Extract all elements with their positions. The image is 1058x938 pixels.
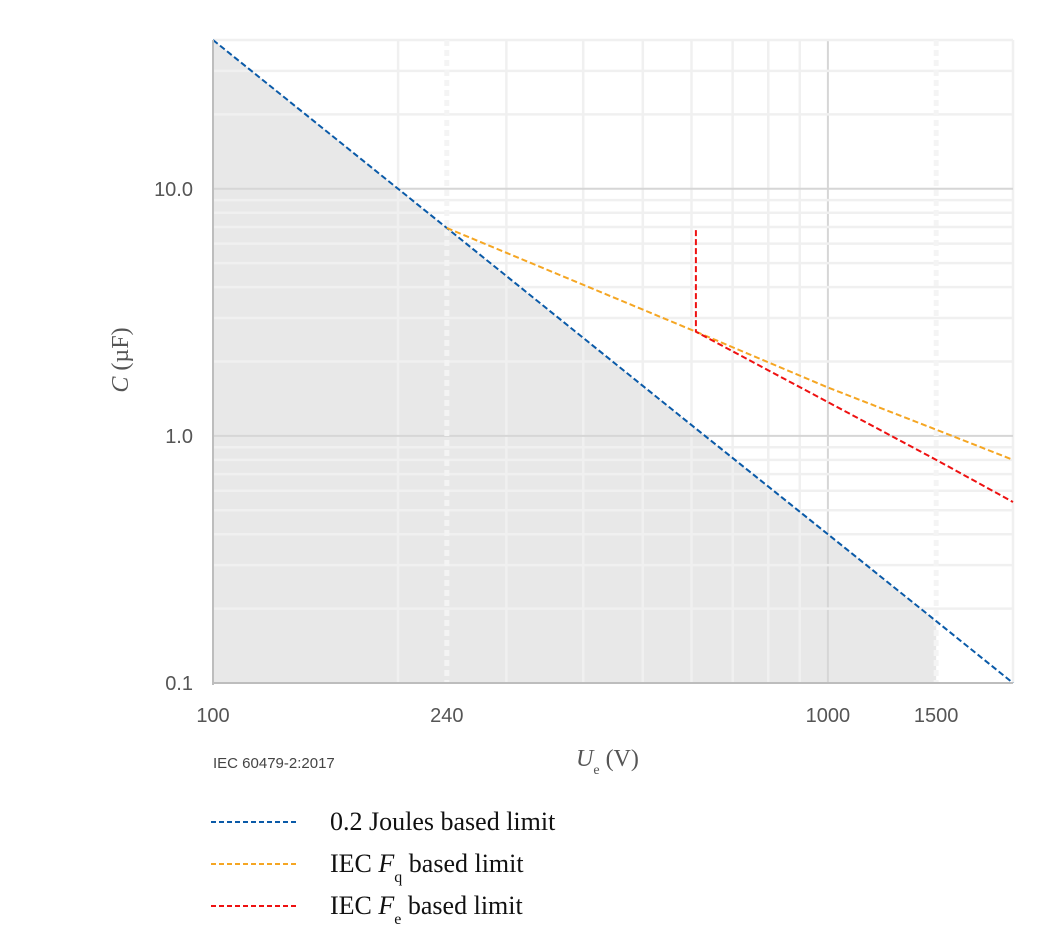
axes (212, 40, 1013, 685)
series-lines (212, 39, 1014, 684)
legend-label: IEC Fq based limit (330, 849, 524, 886)
y-tick-label: 1.0 (165, 426, 193, 448)
y-tick-label: 0.1 (165, 673, 193, 695)
x-tick-label: 1000 (806, 705, 851, 727)
x-axis-label: Ue (V) (576, 746, 639, 778)
source-note: IEC 60479-2:2017 (213, 755, 335, 772)
tick-labels: 100 240 1000 1500 0.1 1.0 10.0 (154, 179, 958, 727)
series-line (212, 39, 1014, 684)
x-tick-label: 240 (430, 705, 463, 727)
grid (213, 38, 1015, 683)
marker-lines (444, 40, 939, 683)
legend-label: 0.2 Joules based limit (330, 807, 556, 836)
series-line (694, 230, 1014, 503)
legend: 0.2 Joules based limit IEC Fq based limit… (211, 807, 556, 928)
x-tick-label: 100 (196, 705, 229, 727)
y-tick-label: 10.0 (154, 179, 193, 201)
y-axis-label: C (µF) (108, 327, 134, 392)
legend-label: IEC Fe based limit (330, 891, 523, 928)
x-tick-label: 1500 (914, 705, 959, 727)
